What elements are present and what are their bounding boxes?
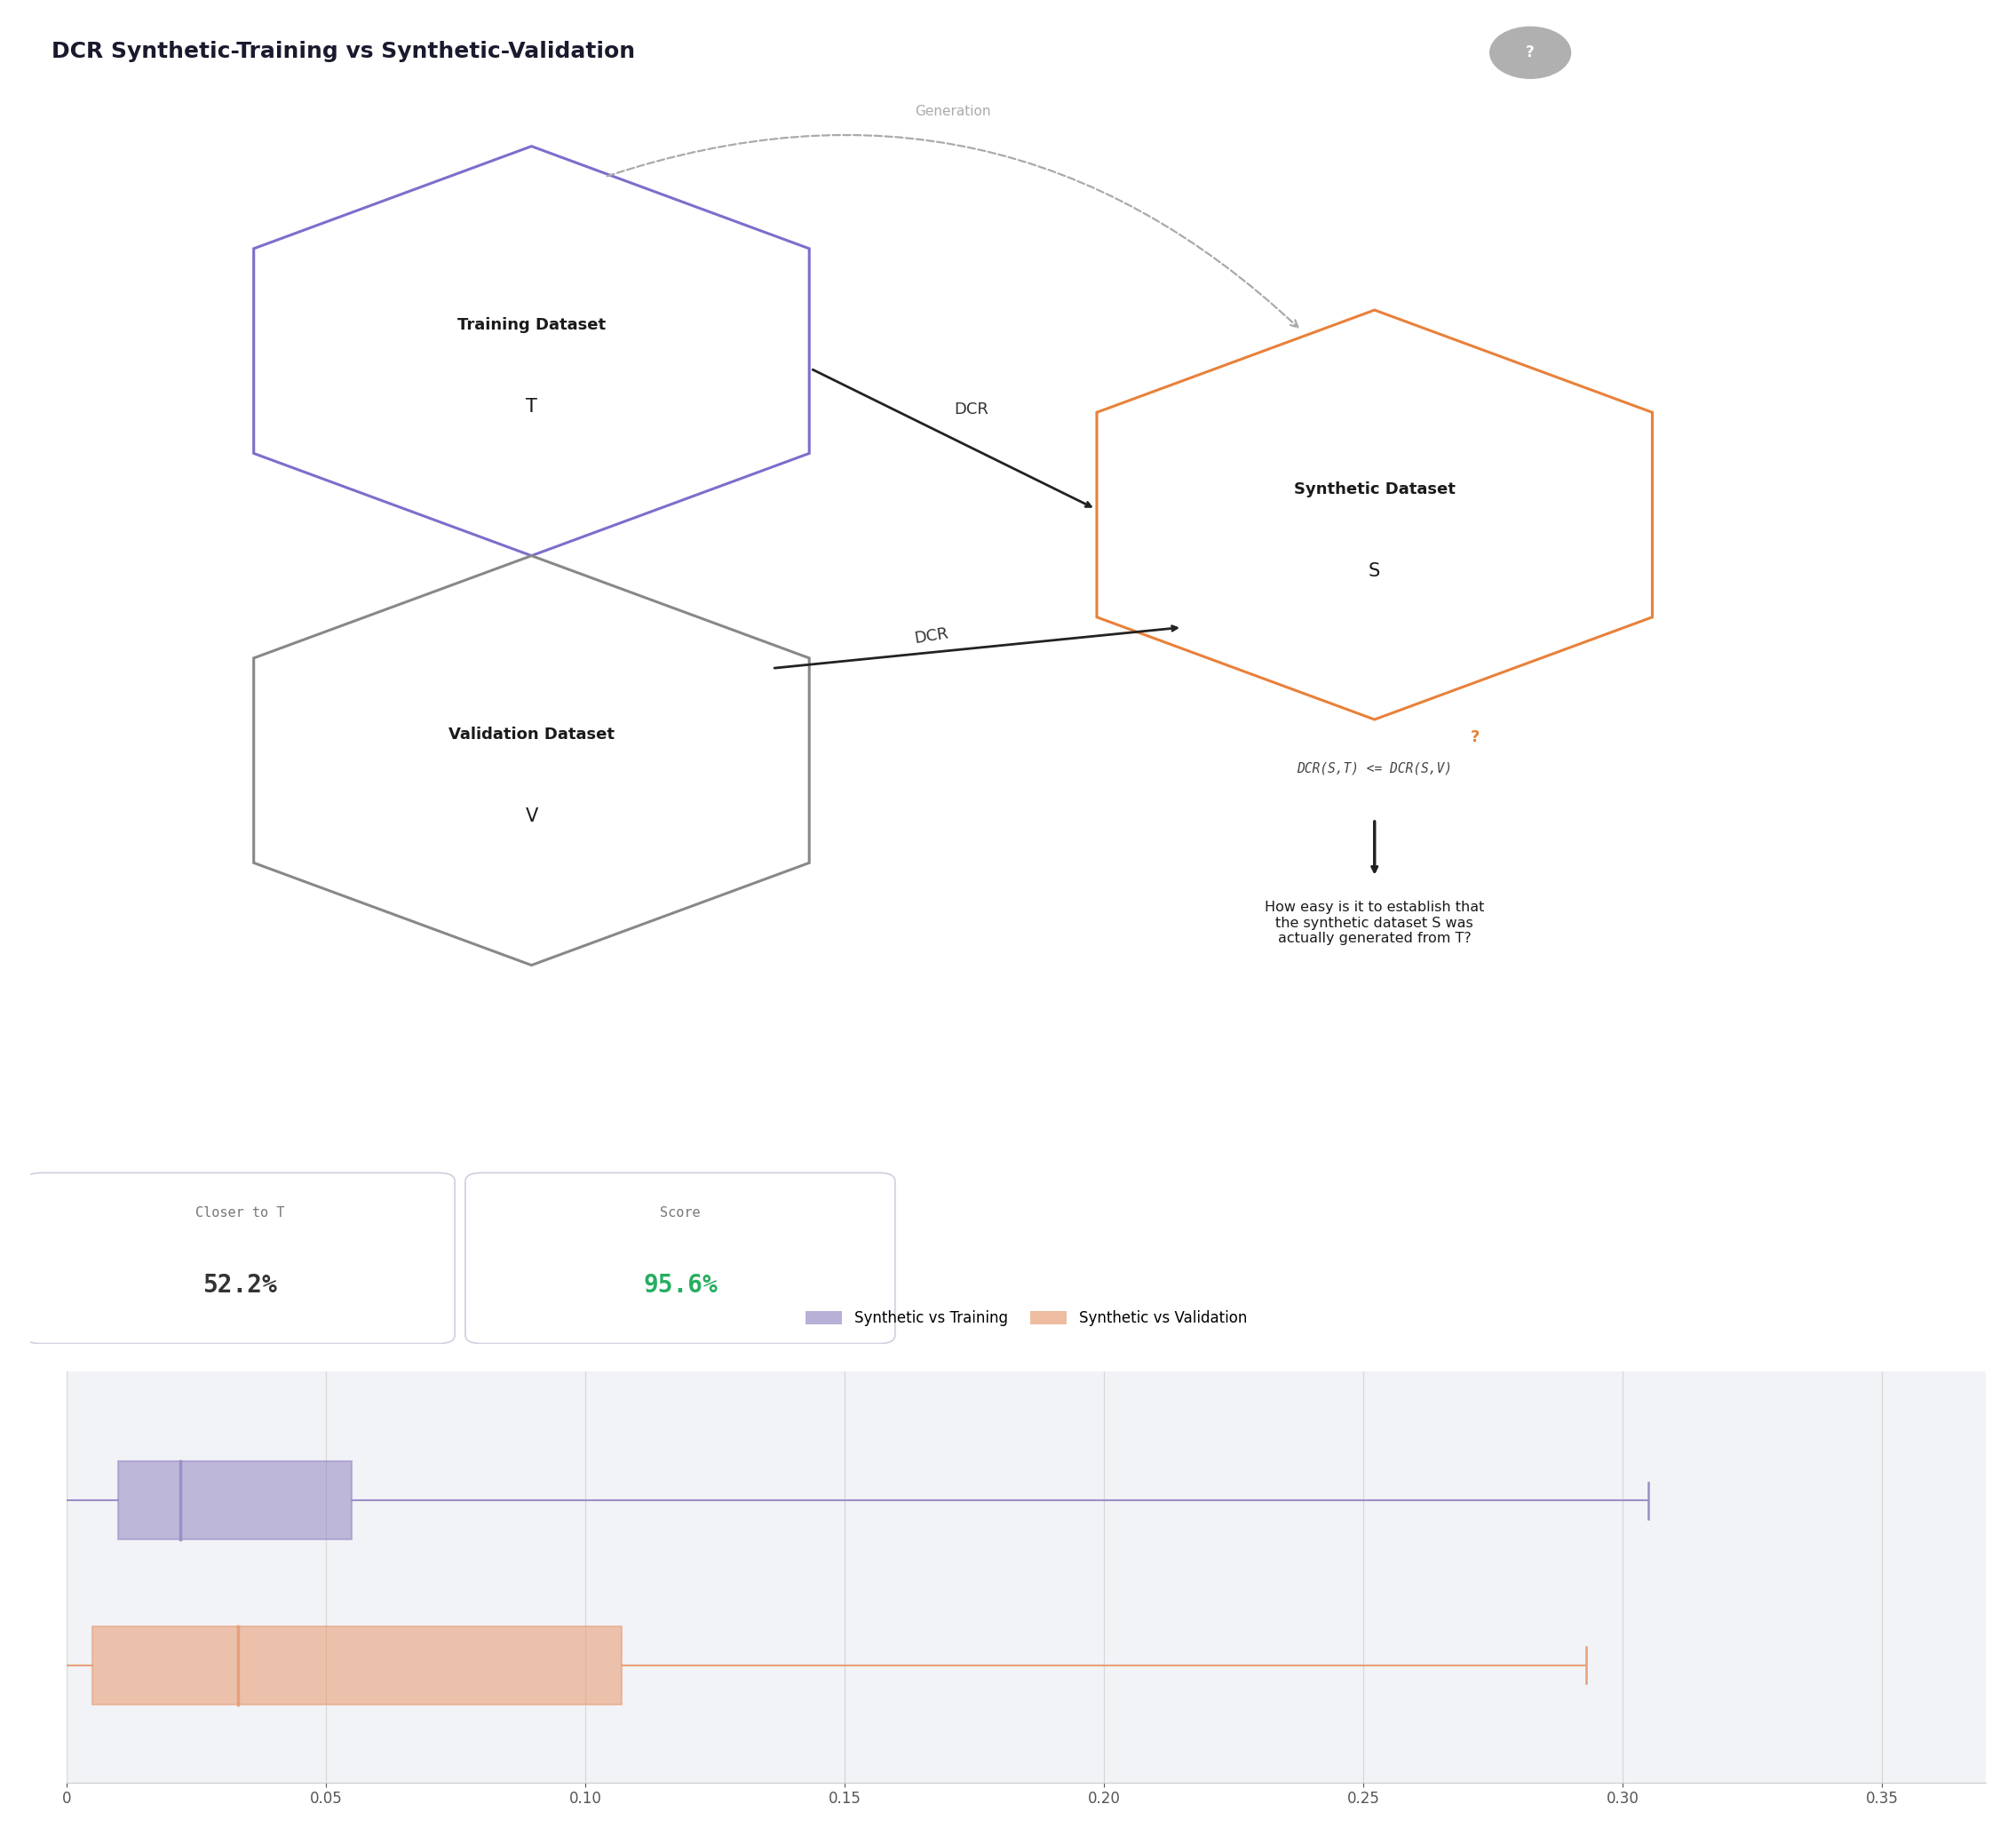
Text: S: S: [1369, 561, 1381, 579]
FancyBboxPatch shape: [466, 1174, 895, 1344]
Text: 52.2%: 52.2%: [204, 1274, 276, 1298]
Text: DCR Synthetic-Training vs Synthetic-Validation: DCR Synthetic-Training vs Synthetic-Vali…: [50, 40, 635, 62]
Text: Synthetic Dataset: Synthetic Dataset: [1294, 481, 1456, 497]
Text: DCR: DCR: [913, 625, 950, 647]
Text: DCR(S,T) <= DCR(S,V): DCR(S,T) <= DCR(S,V): [1296, 762, 1452, 775]
Text: DCR: DCR: [954, 402, 988, 417]
Text: V: V: [524, 808, 538, 826]
Text: T: T: [526, 399, 536, 417]
Polygon shape: [254, 146, 808, 556]
Text: ?: ?: [1526, 44, 1534, 60]
FancyBboxPatch shape: [24, 1174, 456, 1344]
Circle shape: [1490, 27, 1570, 79]
Polygon shape: [254, 556, 808, 965]
FancyArrowPatch shape: [607, 135, 1298, 327]
Text: ?: ?: [1472, 729, 1480, 746]
Text: How easy is it to establish that
the synthetic dataset S was
actually generated : How easy is it to establish that the syn…: [1264, 901, 1484, 945]
Text: Validation Dataset: Validation Dataset: [448, 728, 615, 742]
Text: Generation: Generation: [915, 104, 992, 117]
Bar: [93, 1627, 621, 1704]
Polygon shape: [1097, 311, 1653, 720]
Legend: Synthetic vs Training, Synthetic vs Validation: Synthetic vs Training, Synthetic vs Vali…: [800, 1305, 1252, 1333]
Text: 95.6%: 95.6%: [643, 1274, 718, 1298]
Text: Score: Score: [659, 1206, 700, 1219]
Bar: [119, 1462, 353, 1539]
Text: Training Dataset: Training Dataset: [458, 318, 605, 333]
Text: Closer to T: Closer to T: [196, 1206, 284, 1219]
